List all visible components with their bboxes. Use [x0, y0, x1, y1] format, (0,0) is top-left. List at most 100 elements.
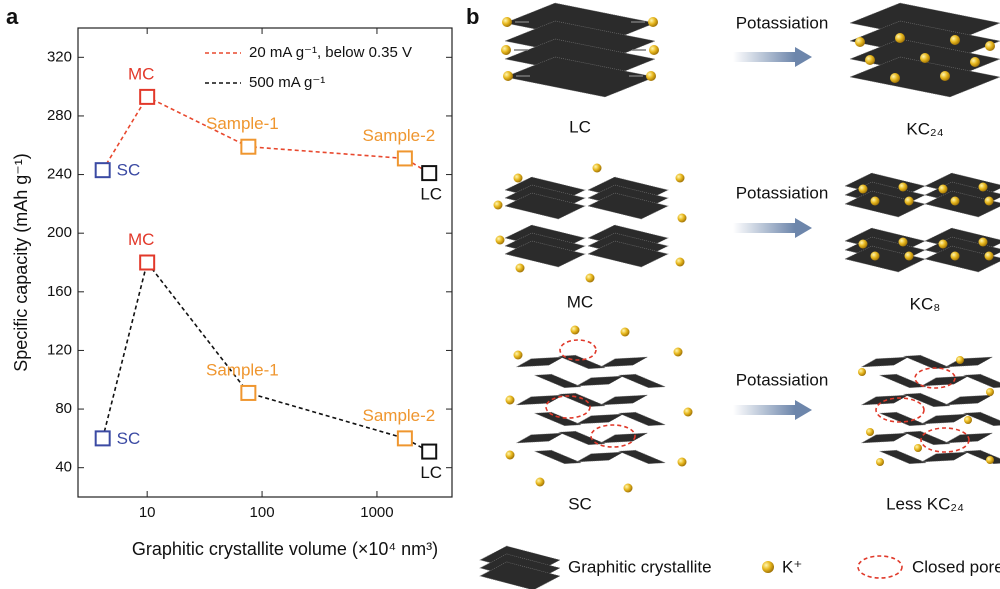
point-label: SC — [117, 161, 141, 180]
data-point — [421, 165, 438, 182]
graphene-sheet — [479, 561, 561, 589]
k-ion — [950, 35, 960, 45]
graphene-sheet — [945, 356, 993, 368]
process-label: Potassiation — [736, 183, 829, 202]
graphene-sheet — [558, 392, 606, 408]
closed-pore — [590, 424, 636, 448]
x-tick-label: 1000 — [360, 504, 393, 521]
graphene-sheet — [618, 373, 666, 389]
k-ion — [870, 196, 880, 206]
k-ion — [890, 73, 900, 83]
k-ion — [938, 184, 948, 194]
graphene-sheet — [921, 451, 969, 463]
graphene-sheet — [534, 449, 582, 465]
k-ion — [623, 483, 633, 493]
graphene-sheet — [924, 245, 1000, 273]
closed-pore — [914, 367, 956, 389]
k-ion — [855, 37, 865, 47]
graphene-sheet — [963, 449, 1000, 465]
point-label: LC — [420, 463, 442, 482]
graphene-sheet — [848, 20, 1000, 62]
k-ion — [673, 347, 683, 357]
graphene-sheet — [503, 2, 657, 44]
k-ion — [495, 235, 505, 245]
process-label: Potassiation — [736, 370, 829, 389]
k-ion — [646, 71, 656, 81]
graphene-sheet — [587, 240, 669, 268]
graphene-sheet — [504, 192, 586, 220]
graphene-sheet — [504, 240, 586, 268]
closed-pore — [920, 427, 970, 453]
k-ion — [683, 407, 693, 417]
graphene-sheet — [503, 38, 657, 80]
process-label: Potassiation — [736, 13, 829, 32]
graphene-sheet — [600, 356, 648, 368]
graphene-sheet — [945, 394, 993, 406]
legend-label: 20 mA g⁻¹, below 0.35 V — [249, 44, 412, 61]
k-ion — [866, 428, 874, 436]
k-ion — [505, 395, 515, 405]
x-axis-title: Graphitic crystallite volume (×10⁴ nm³) — [132, 539, 438, 559]
point-label: SC — [117, 429, 141, 448]
k-ion — [956, 356, 964, 364]
k-ion — [503, 71, 513, 81]
k-ion — [677, 213, 687, 223]
material-label: SC — [568, 494, 592, 513]
k-ion — [858, 184, 868, 194]
y-tick-label: 40 — [55, 459, 72, 476]
product-label: KC₂₄ — [906, 119, 943, 138]
point-label: Sample-1 — [206, 114, 279, 133]
product-label: Less KC₂₄ — [886, 494, 964, 513]
panel-label: b — [466, 4, 479, 29]
graphene-sheet — [903, 392, 951, 408]
legend-label: 500 mA g⁻¹ — [249, 74, 325, 91]
graphene-sheet — [963, 411, 1000, 427]
data-point — [396, 430, 413, 447]
process-arrow-head — [795, 400, 812, 420]
graphene-sheet — [921, 413, 969, 425]
graphene-sheet — [618, 449, 666, 465]
graphene-sheet — [963, 373, 1000, 389]
data-point — [94, 162, 111, 179]
graphene-sheet — [576, 413, 624, 425]
graphene-sheet — [848, 56, 1000, 98]
process-arrow-head — [795, 218, 812, 238]
k-ion — [986, 456, 994, 464]
legend-label: Closed pore — [912, 557, 1000, 576]
graphene-sheet — [861, 356, 909, 368]
point-label: Sample-2 — [362, 126, 435, 145]
k-ion — [895, 33, 905, 43]
graphene-sheet — [558, 430, 606, 446]
k-ion — [493, 200, 503, 210]
k-ion — [898, 182, 908, 192]
k-ion — [978, 237, 988, 247]
k-ion — [501, 45, 511, 55]
graphene-sheet — [618, 411, 666, 427]
point-label: LC — [420, 185, 442, 204]
graphene-sheet — [534, 411, 582, 427]
data-point — [94, 430, 111, 447]
graphene-sheet — [921, 375, 969, 387]
k-ion — [984, 251, 994, 261]
data-point — [421, 443, 438, 460]
x-tick-label: 10 — [139, 504, 156, 521]
closed-pore — [857, 555, 903, 579]
k-ion — [898, 237, 908, 247]
data-point — [139, 88, 156, 105]
closed-pore — [545, 395, 591, 419]
closed-pore — [559, 339, 597, 361]
k-ion — [940, 71, 950, 81]
x-tick-label: 100 — [250, 504, 275, 521]
point-label: Sample-1 — [206, 360, 279, 379]
point-label: Sample-2 — [362, 406, 435, 425]
k-ion — [984, 196, 994, 206]
k-ion — [675, 173, 685, 183]
legend-label: Graphitic crystallite — [568, 557, 712, 576]
k-ion — [585, 273, 595, 283]
graphene-sheet — [576, 375, 624, 387]
point-label: MC — [128, 64, 154, 83]
data-point — [240, 138, 257, 155]
graphene-sheet — [903, 354, 951, 370]
k-ion — [970, 57, 980, 67]
